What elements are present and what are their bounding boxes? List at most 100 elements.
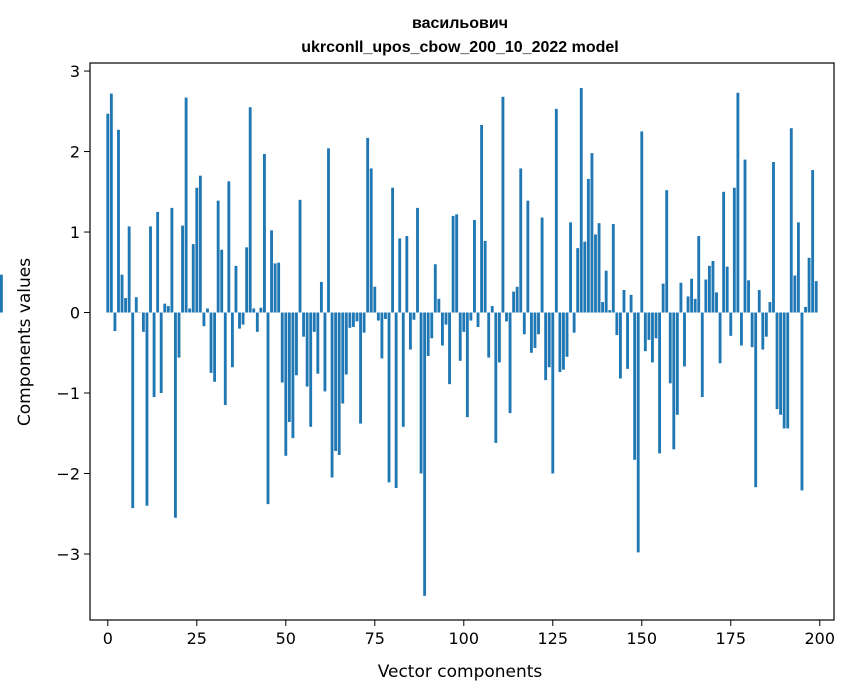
bar-80 [391,187,395,313]
bar-130 [569,222,572,313]
bar-2 [113,312,117,332]
bar-109 [494,312,498,443]
bar-51 [287,312,291,422]
bar-93 [437,298,441,313]
bar-148 [633,312,637,460]
bar-55 [302,312,306,337]
bar-169 [707,265,711,313]
bar-99 [458,312,462,361]
bar-127 [558,312,562,373]
bar-60 [319,281,323,313]
bars-group [0,87,818,596]
bar-54 [298,199,302,313]
bar-96 [448,312,451,385]
bar-78 [384,312,387,319]
bar-152 [647,312,651,340]
bar-134 [583,241,587,313]
bar-113 [508,312,512,414]
bar-187 [772,162,775,313]
x-tick-label: 175 [715,629,746,648]
bar-89 [423,312,427,596]
bar-24 [191,244,195,313]
bar-65 [337,312,341,455]
bar-139 [601,302,605,313]
bar-28 [206,308,209,313]
bar-72 [362,312,366,333]
bar-128 [562,312,565,370]
bar-67 [344,312,348,375]
bar-163 [686,296,690,313]
bar-132 [576,248,580,313]
bar-190 [782,312,786,429]
bar-168 [704,279,708,313]
bar-13 [152,312,156,398]
bar-33 [223,312,227,406]
bar-3 [117,129,120,313]
bar-87 [416,207,419,313]
bar-77 [380,312,384,359]
bar-101 [465,312,469,418]
bar-63 [330,312,334,478]
bar-143 [615,312,619,336]
bar-18 [170,207,174,313]
bar-184 [761,312,765,350]
bar-145 [622,289,626,313]
bar-159 [672,312,676,450]
chart-title: васильович [412,15,508,32]
bar-12 [149,226,152,313]
bar-186 [768,302,772,313]
y-tick-label: 2 [70,143,80,162]
bar-22 [184,97,188,313]
bar-141 [608,310,612,313]
bar-120 [533,312,537,348]
bar-49 [280,312,284,383]
bar-111 [501,96,505,313]
bar-19 [174,312,177,518]
bar-124 [547,312,551,368]
bar-165 [693,298,697,313]
bar-104 [476,312,480,328]
bar-11 [145,312,149,506]
bar-98 [455,214,459,313]
plot-frame [89,62,835,621]
bar-147 [629,294,633,313]
y-tick-label: 0 [70,304,80,323]
bar-16 [163,303,167,313]
bar-107 [487,312,491,358]
bar-195 [800,312,804,491]
bar-115 [515,286,519,313]
bar-44 [263,153,266,313]
bar-122 [540,217,544,313]
bar-117 [522,312,526,335]
bar-83 [401,312,405,427]
bar-26 [198,175,202,313]
bar-140 [604,270,608,313]
x-tick-label: 75 [365,629,385,648]
bar-36 [234,265,238,313]
bar-103 [473,219,476,313]
bar-178 [740,312,743,346]
bar-56 [305,312,309,387]
bar-84 [405,236,409,313]
bar-144 [618,312,622,379]
bar-38 [241,312,245,325]
bar-42 [255,312,259,332]
bar-39 [245,247,249,313]
y-axis-ticks: −3 −2 −1 0 1 2 3 [56,62,90,564]
bar-167 [700,312,704,398]
bar-176 [732,187,736,313]
bar-91 [430,312,434,339]
y-tick-label: 1 [70,223,80,242]
bar-182 [754,312,758,488]
bar-137 [594,234,597,313]
bar-82 [398,238,402,313]
bar-34 [227,181,231,313]
x-tick-label: 125 [538,629,569,648]
bar-181 [750,312,754,348]
bar-31 [216,200,220,313]
bar-68 [348,312,352,328]
bar-160 [675,312,679,415]
bar-17 [166,306,170,313]
bar-76 [376,312,380,321]
